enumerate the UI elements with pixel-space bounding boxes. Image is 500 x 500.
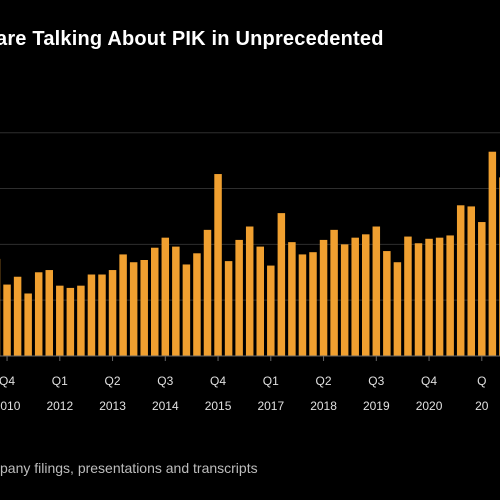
bar-2	[14, 277, 22, 356]
bar-22	[225, 261, 233, 356]
bar-44	[457, 205, 465, 356]
bar-17	[172, 247, 180, 356]
bar-40	[415, 243, 423, 356]
x-tick-year-5: 2017	[257, 399, 284, 413]
bar-31	[320, 240, 328, 356]
bar-18	[183, 264, 191, 356]
x-tick-quarter-8: Q4	[421, 374, 437, 388]
x-tick-year-3: 2014	[152, 399, 179, 413]
bar-26	[267, 266, 275, 356]
bar-47	[489, 152, 497, 356]
x-tick-quarter-1: Q1	[52, 374, 68, 388]
bar-6	[56, 286, 64, 356]
bar-45	[468, 206, 476, 356]
x-tick-quarter-9: Q	[477, 374, 486, 388]
x-tick-quarter-6: Q2	[316, 374, 332, 388]
bar-29	[299, 254, 307, 356]
x-tick-quarter-7: Q3	[368, 374, 384, 388]
bar-21	[214, 174, 222, 356]
bar-7	[67, 288, 75, 356]
x-tick-quarter-4: Q4	[210, 374, 226, 388]
bar-46	[478, 222, 486, 356]
bar-39	[404, 237, 412, 356]
bar-33	[341, 244, 349, 356]
bar-34	[351, 238, 359, 356]
x-tick-year-4: 2015	[205, 399, 232, 413]
bar-20	[204, 230, 212, 356]
bar-19	[193, 253, 201, 356]
bar-1	[3, 285, 11, 356]
x-tick-year-2: 2013	[99, 399, 126, 413]
bar-42	[436, 238, 444, 356]
bar-9	[88, 275, 96, 356]
bar-12	[119, 254, 127, 356]
bar-4	[35, 272, 43, 356]
x-tick-year-7: 2019	[363, 399, 390, 413]
bar-15	[151, 248, 159, 356]
bar-14	[140, 260, 148, 356]
x-tick-quarter-0: Q4	[0, 374, 15, 388]
x-tick-year-1: 2012	[46, 399, 73, 413]
bar-23	[235, 240, 243, 356]
bar-5	[46, 270, 54, 356]
x-tick-year-9: 20	[475, 399, 489, 413]
bar-30	[309, 252, 317, 356]
x-tick-year-8: 2020	[416, 399, 443, 413]
bar-24	[246, 227, 254, 356]
bar-16	[162, 238, 170, 356]
bar-13	[130, 262, 138, 356]
bar-28	[288, 242, 296, 356]
bar-36	[373, 227, 381, 356]
bar-37	[383, 251, 391, 356]
chart-source-note: pany filings, presentations and transcri…	[0, 460, 258, 476]
bar-3	[24, 293, 32, 356]
bar-10	[98, 275, 106, 356]
bar-27	[278, 213, 286, 356]
x-tick-year-0: 2010	[0, 399, 21, 413]
x-tick-quarter-3: Q3	[157, 374, 173, 388]
bar-43	[446, 235, 454, 356]
bar-35	[362, 234, 370, 356]
bar-25	[257, 247, 265, 356]
x-tick-quarter-2: Q2	[105, 374, 121, 388]
bar-11	[109, 270, 117, 356]
bar-32	[330, 230, 338, 356]
bar-41	[425, 239, 433, 356]
x-tick-quarter-5: Q1	[263, 374, 279, 388]
bar-38	[394, 262, 402, 356]
x-tick-year-6: 2018	[310, 399, 337, 413]
bar-8	[77, 286, 85, 356]
